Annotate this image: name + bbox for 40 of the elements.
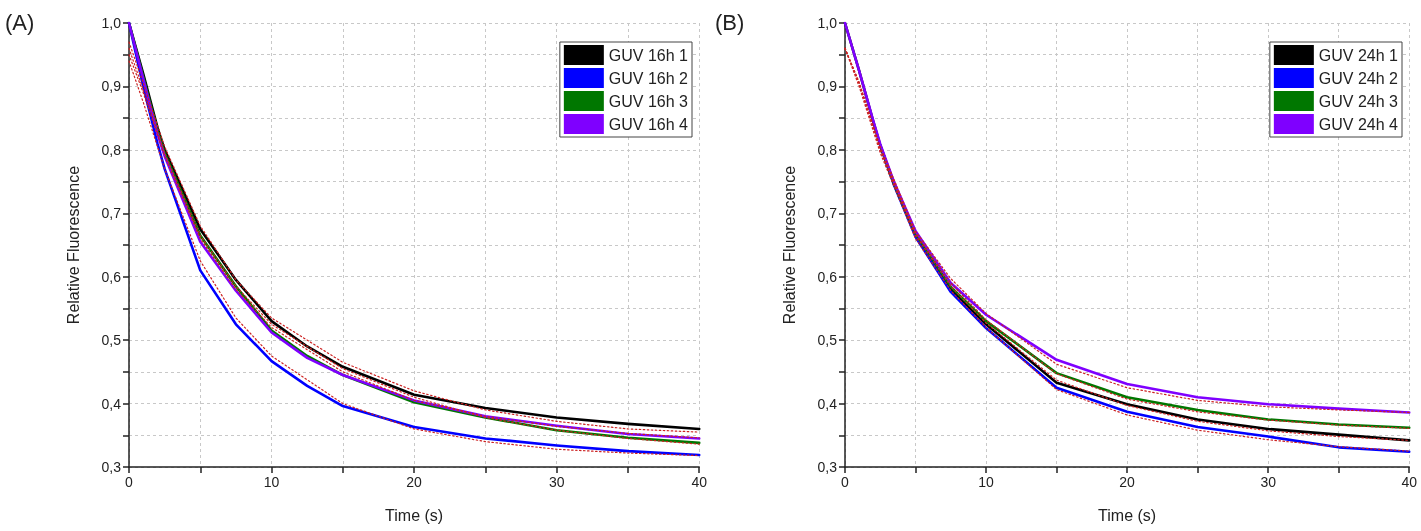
y-tick-label: 0,3 (101, 459, 122, 475)
x-tick-label: 0 (841, 474, 850, 490)
y-tick-label: 1,0 (101, 15, 122, 31)
x-tick-label: 0 (125, 474, 134, 490)
legend-label: GUV 16h 1 (608, 46, 689, 64)
y-tick-label: 0,4 (101, 395, 122, 412)
legend-label: GUV 16h 2 (608, 69, 689, 87)
legend-label: GUV 24h 3 (1318, 92, 1399, 110)
legend-label: GUV 24h 1 (1318, 46, 1399, 64)
x-tick-label: 30 (548, 474, 565, 490)
y-tick-label: 0,4 (817, 395, 838, 412)
y-tick-label: 0,9 (817, 78, 838, 95)
chart-title: (A) (5, 9, 35, 35)
x-tick-label: 10 (978, 474, 995, 490)
legend-label: GUV 16h 4 (608, 115, 689, 133)
y-axis-title: Relative Fluorescence (64, 165, 82, 325)
y-tick-label: 0,6 (817, 268, 838, 285)
chart-title: (B) (715, 9, 745, 35)
legend-label: GUV 24h 4 (1318, 115, 1399, 133)
x-tick-label: 20 (406, 474, 423, 490)
y-tick-label: 0,8 (101, 141, 122, 158)
x-tick-label: 20 (1119, 474, 1136, 490)
y-tick-label: 0,8 (817, 141, 838, 158)
x-tick-label: 40 (691, 474, 708, 490)
x-tick-label: 40 (1401, 474, 1418, 490)
y-tick-label: 0,7 (101, 205, 122, 222)
y-tick-label: 0,5 (101, 332, 122, 349)
y-tick-label: 0,7 (817, 205, 838, 222)
x-tick-label: 10 (263, 474, 280, 490)
y-tick-label: 0,9 (101, 78, 122, 95)
x-axis-title: Time (s) (1098, 506, 1157, 524)
x-tick-label: 30 (1260, 474, 1277, 490)
x-axis-title: Time (s) (385, 506, 444, 524)
y-tick-label: 0,6 (101, 268, 122, 285)
legend-label: GUV 16h 3 (608, 92, 689, 110)
legend-label: GUV 24h 2 (1318, 69, 1399, 87)
y-tick-label: 1,0 (817, 15, 838, 31)
y-axis-title: Relative Fluorescence (780, 165, 798, 325)
y-tick-label: 0,3 (817, 459, 838, 475)
y-tick-label: 0,5 (817, 332, 838, 349)
